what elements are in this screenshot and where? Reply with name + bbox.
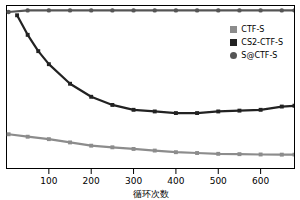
html-text:S@CTF-S: S@CTF-S: [241, 51, 278, 60]
html-text:CTF-S: CTF-S: [241, 25, 265, 34]
html-text:CS2-CTF-S: CS2-CTF-S: [241, 38, 283, 47]
svg-text:100: 100: [40, 176, 57, 186]
svg-text:500: 500: [210, 176, 227, 186]
svg-text:200: 200: [83, 176, 100, 186]
svg-text:600: 600: [252, 176, 269, 186]
svg-text:循环次数: 循环次数: [133, 189, 169, 199]
svg-text:300: 300: [125, 176, 142, 186]
svg-text:400: 400: [167, 176, 184, 186]
